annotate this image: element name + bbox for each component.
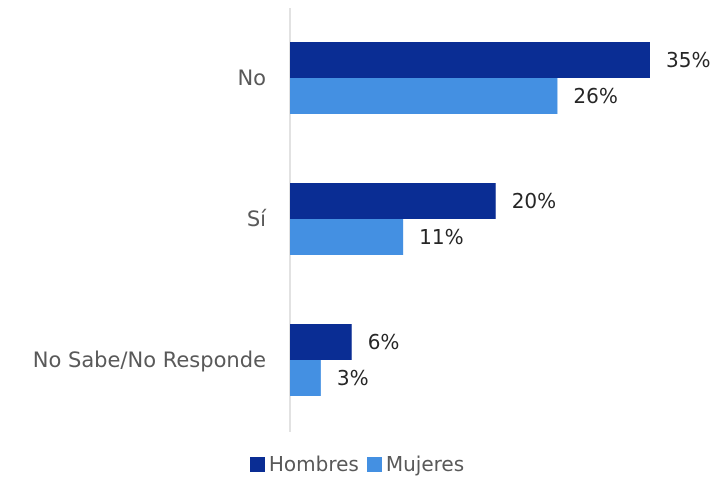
legend-swatch-hombres bbox=[249, 456, 265, 472]
bar-mujeres-no-sabe-no-responde bbox=[290, 360, 321, 396]
bar-mujeres-si bbox=[290, 219, 404, 255]
data-label-hombres-si: 20% bbox=[512, 189, 556, 213]
data-label-hombres-no-sabe-no-responde: 6% bbox=[368, 330, 400, 354]
category-label-si: Sí bbox=[247, 207, 267, 231]
legend: Hombres Mujeres bbox=[0, 452, 714, 476]
bar-hombres-no bbox=[290, 42, 650, 78]
legend-label-mujeres: Mujeres bbox=[385, 452, 465, 476]
data-label-mujeres-si: 11% bbox=[419, 225, 463, 249]
data-label-hombres-no: 35% bbox=[666, 48, 710, 72]
legend-swatch-mujeres bbox=[366, 456, 382, 472]
bar-hombres-no-sabe-no-responde bbox=[290, 324, 352, 360]
bar-chart-svg: No 35% 26% Sí 20% 11% No Sabe/No Responde 6% 3% bbox=[33, 8, 710, 432]
legend-label-hombres: Hombres bbox=[268, 452, 359, 476]
category-label-no-sabe-no-responde: No Sabe/No Responde bbox=[33, 348, 266, 372]
legend-item-mujeres: Mujeres bbox=[366, 452, 465, 476]
legend-item-hombres: Hombres bbox=[249, 452, 359, 476]
data-label-mujeres-no: 26% bbox=[573, 84, 617, 108]
bar-hombres-si bbox=[290, 183, 496, 219]
bar-mujeres-no bbox=[290, 78, 558, 114]
data-label-mujeres-no-sabe-no-responde: 3% bbox=[337, 366, 369, 390]
category-label-no: No bbox=[237, 66, 266, 90]
